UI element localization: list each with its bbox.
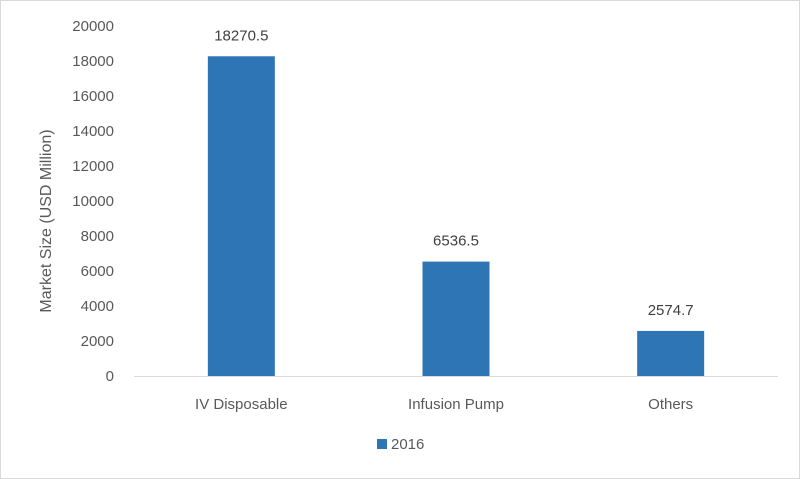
bars bbox=[207, 56, 705, 377]
y-tick-label: 8000 bbox=[81, 228, 114, 245]
y-tick-label: 16000 bbox=[72, 88, 114, 105]
y-tick-label: 20000 bbox=[72, 18, 114, 35]
data-label: 18270.5 bbox=[214, 27, 268, 44]
bar bbox=[637, 330, 705, 376]
y-axis-ticks: 0 2000 4000 6000 8000 10000 12000 14000 16000 180… bbox=[72, 18, 114, 385]
y-tick-label: 4000 bbox=[81, 298, 114, 315]
x-axis-labels: IV Disposable Infusion Pump Others bbox=[195, 396, 693, 413]
y-tick-label: 10000 bbox=[72, 193, 114, 210]
data-labels: 18270.5 6536.5 2574.7 bbox=[214, 27, 693, 319]
legend-swatch-2016 bbox=[377, 439, 387, 449]
y-tick-label: 2000 bbox=[81, 333, 114, 350]
legend-label-2016: 2016 bbox=[391, 436, 424, 453]
y-tick-label: 6000 bbox=[81, 263, 114, 280]
x-tick-label: IV Disposable bbox=[195, 396, 288, 413]
data-label: 6536.5 bbox=[433, 233, 479, 250]
y-tick-label: 18000 bbox=[72, 53, 114, 70]
bar bbox=[422, 261, 490, 376]
y-axis-title: Market Size (USD Million) bbox=[38, 129, 55, 312]
data-label: 2574.7 bbox=[648, 302, 694, 319]
y-tick-label: 14000 bbox=[72, 123, 114, 140]
bar bbox=[207, 56, 275, 377]
y-tick-label: 12000 bbox=[72, 158, 114, 175]
x-tick-label: Others bbox=[648, 396, 693, 413]
legend: 2016 bbox=[377, 436, 424, 453]
y-tick-label: 0 bbox=[106, 368, 114, 385]
x-tick-label: Infusion Pump bbox=[408, 396, 504, 413]
